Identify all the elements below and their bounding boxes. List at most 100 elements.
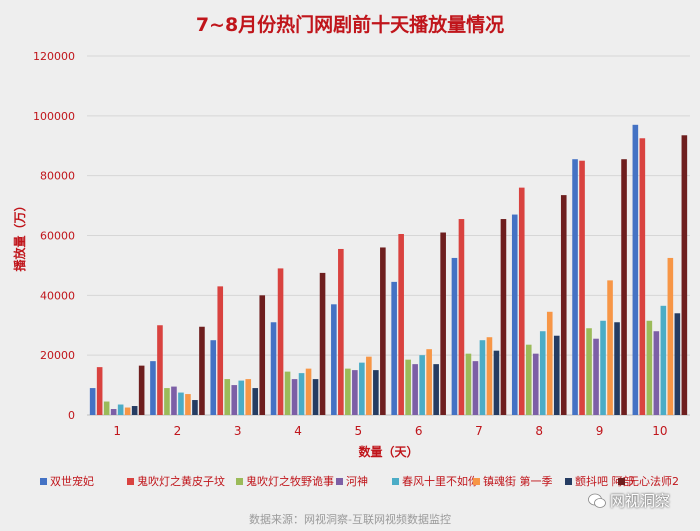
- bars: [89, 124, 688, 416]
- legend-label: 河神: [346, 474, 368, 488]
- bar: [632, 124, 639, 415]
- y-tick-label: 100000: [33, 110, 75, 123]
- bar: [157, 325, 163, 415]
- bar: [259, 295, 266, 415]
- bar: [493, 350, 500, 415]
- x-tick-label: 4: [294, 424, 302, 438]
- bar: [284, 371, 291, 415]
- bar: [674, 313, 681, 415]
- legend-swatch: [565, 478, 572, 485]
- bar: [319, 272, 326, 415]
- bar: [117, 404, 124, 415]
- bar: [472, 361, 479, 415]
- bar: [600, 320, 606, 415]
- legend-label: 无心法师2: [628, 474, 679, 488]
- legend-item: 无心法师2: [618, 474, 679, 488]
- watermark-text: 网视洞察: [610, 492, 671, 510]
- bar: [352, 370, 358, 415]
- bar: [245, 379, 252, 415]
- bar: [681, 135, 688, 415]
- bar: [231, 385, 238, 415]
- bar: [391, 281, 397, 415]
- legend-label: 鬼吹灯之牧野诡事: [246, 474, 334, 488]
- bar: [185, 394, 191, 415]
- bar: [500, 219, 507, 415]
- legend-item: 双世宠妃: [40, 474, 94, 488]
- bar: [440, 232, 446, 415]
- bar: [579, 160, 585, 415]
- x-tick-label: 7: [475, 424, 483, 438]
- y-tick-labels: 0 20000 40000 60000 80000 100000 120000: [33, 50, 75, 422]
- legend-swatch: [473, 478, 480, 485]
- bar: [572, 159, 578, 415]
- legend-label: 双世宠妃: [50, 474, 94, 488]
- x-tick-label: 2: [174, 424, 182, 438]
- x-tick-label: 1: [113, 424, 121, 438]
- legend-swatch: [336, 478, 343, 485]
- legend-item: 鬼吹灯之黄皮子坟: [127, 474, 225, 488]
- bar: [192, 400, 198, 415]
- bar: [338, 248, 344, 415]
- legend-item: 河神: [336, 474, 368, 488]
- bar: [373, 370, 379, 415]
- bar: [277, 268, 284, 415]
- bar: [560, 195, 567, 415]
- watermark: 网视洞察: [588, 490, 670, 511]
- bar: [525, 344, 532, 415]
- bar: [546, 311, 553, 415]
- bar: [433, 364, 439, 415]
- bar: [639, 138, 646, 416]
- legend-item: 鬼吹灯之牧野诡事: [236, 474, 334, 488]
- legend-swatch: [618, 478, 625, 485]
- bar: [270, 322, 277, 415]
- gridlines: [87, 55, 690, 416]
- x-tick-label: 9: [596, 424, 604, 438]
- bar: [305, 368, 312, 415]
- bar: [238, 380, 245, 415]
- bar: [621, 159, 627, 415]
- y-tick-label: 0: [68, 409, 75, 422]
- bar: [412, 364, 418, 415]
- legend-label: 鬼吹灯之黄皮子坟: [137, 474, 225, 488]
- bar: [593, 338, 599, 415]
- bar: [331, 304, 337, 415]
- bar: [465, 353, 472, 415]
- bar: [89, 388, 96, 415]
- bar: [96, 367, 103, 415]
- bar: [312, 379, 319, 415]
- bar: [298, 373, 305, 415]
- bar: [178, 392, 184, 415]
- legend-swatch: [236, 478, 243, 485]
- bar: [539, 331, 546, 415]
- bar: [124, 407, 131, 415]
- wechat-icon: [588, 493, 606, 508]
- bar: [366, 356, 372, 415]
- bar: [398, 234, 404, 415]
- bar: [667, 257, 674, 415]
- legend-item: 春风十里不如你: [392, 474, 479, 488]
- x-tick-label: 5: [355, 424, 363, 438]
- bar: [131, 406, 138, 415]
- bar: [532, 353, 539, 415]
- bar: [614, 322, 620, 415]
- legend-label: 镇魂街 第一季: [483, 474, 553, 488]
- bar: [586, 328, 592, 415]
- bar: [210, 340, 217, 415]
- chart-title: 7~8月份热门网剧前十天播放量情况: [195, 14, 505, 36]
- y-axis-label: 播放量（万）: [12, 199, 27, 271]
- legend-swatch: [40, 478, 47, 485]
- y-tick-label: 40000: [40, 289, 75, 302]
- x-tick-label: 8: [535, 424, 543, 438]
- bar: [224, 379, 231, 415]
- bar: [380, 247, 386, 415]
- legend-label: 春风十里不如你: [402, 474, 479, 488]
- bar: [103, 401, 110, 415]
- bar: [405, 359, 411, 415]
- bar: [110, 409, 117, 415]
- legend-item: 镇魂街 第一季: [473, 474, 553, 488]
- legend-swatch: [127, 478, 134, 485]
- bar: [479, 340, 486, 415]
- legend: 双世宠妃 鬼吹灯之黄皮子坟 鬼吹灯之牧野诡事 河神 春风十里不如你 镇魂街 第一季 颤抖吧 …: [40, 474, 679, 488]
- x-axis-label: 数量（天）: [358, 444, 418, 459]
